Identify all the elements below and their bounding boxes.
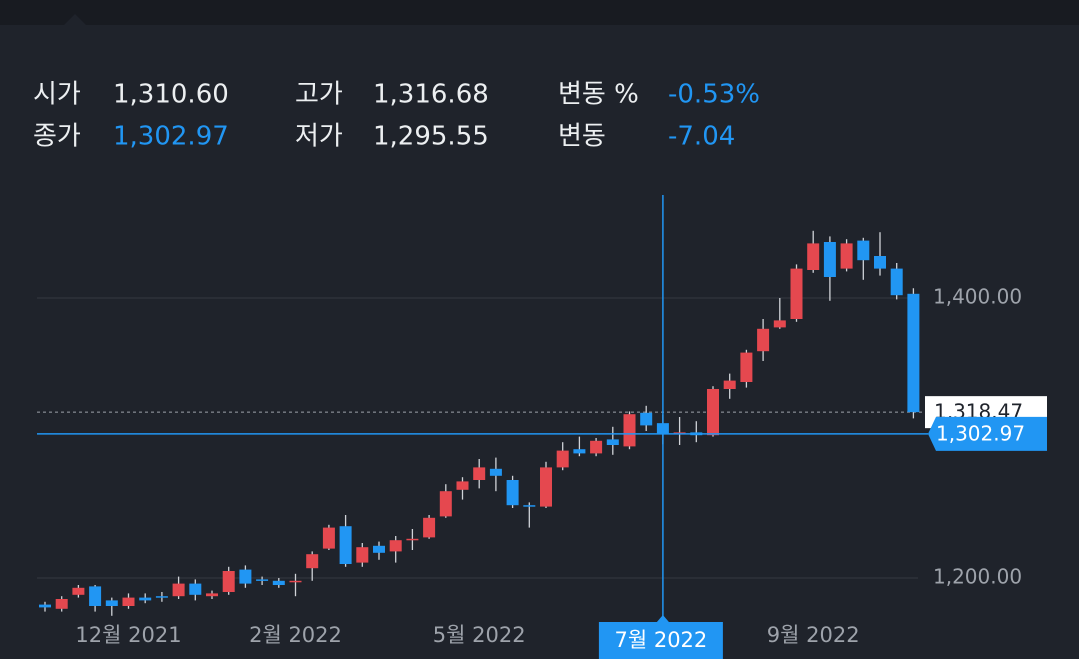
candle-body [640,412,653,426]
top-bar [0,0,1079,25]
candle-body [105,600,118,606]
x-tick-label: 9월 2022 [767,623,860,647]
candle-body [356,547,369,563]
candle-body [907,293,920,413]
candle-body [623,414,636,447]
candle-body [606,439,619,445]
candle-body [322,527,335,549]
candle-body [506,480,519,506]
info-value: -7.04 [668,122,735,152]
candle-body [339,526,352,564]
candle-body [823,242,836,277]
candle-body [556,450,569,468]
x-tick-label: 2월 2022 [249,623,342,647]
info-label: 저가 [295,122,343,152]
candle-body [740,352,753,382]
crosshair-date-label: 7월 2022 [614,628,707,652]
info-label: 변동 [558,122,606,152]
candle-body [122,597,135,606]
candle-body [72,587,85,595]
candle-body [807,243,820,270]
candle-body [857,240,870,261]
candle-body [757,328,770,352]
info-label: 종가 [33,122,81,152]
x-tick-label: 5월 2022 [433,623,526,647]
candle-body [222,571,235,592]
y-tick-label: 1,400.00 [933,285,1022,309]
candle-body [439,491,452,517]
candle-body [874,256,886,269]
candle-body [172,583,185,597]
info-value: 1,302.97 [113,122,229,152]
crosshair-price-tag [928,416,1047,451]
candle-body [456,481,469,490]
candle-body [239,569,252,584]
x-tick-label: 12월 2021 [75,623,181,647]
info-value: -0.53% [668,80,760,110]
candle-body [773,320,786,328]
candle-body [272,580,285,585]
candle-body [206,593,218,597]
candle-body [39,604,51,608]
candle-body [790,268,803,319]
candle-body [890,268,903,296]
candle-body [523,505,536,507]
candle-body [155,596,168,598]
candle-body [256,579,269,581]
candle-body [707,389,719,436]
candle-body [489,468,502,476]
candle-body [89,586,102,606]
candle-body [306,554,319,569]
candle-body [389,540,402,552]
info-label: 시가 [33,80,81,110]
candle-body [573,449,586,454]
candle-body [406,538,419,541]
candle-body [590,440,603,454]
candle-body [540,467,552,507]
crosshair-price-label: 1,302.97 [936,421,1025,445]
candle-body [373,545,385,553]
info-value: 1,295.55 [373,122,489,152]
notch [64,14,86,25]
y-tick-label: 1,200.00 [933,565,1022,589]
candle-body [189,583,202,595]
info-value: 1,316.68 [373,80,489,110]
candle-body [473,467,486,480]
candle-body [55,599,68,609]
candle-body [289,580,302,583]
candle-body [840,243,853,269]
info-label: 변동 % [558,80,639,110]
candle-body [139,597,152,601]
candle-body [723,380,736,389]
crosshair-date-tag [598,615,723,659]
info-value: 1,310.60 [113,80,229,110]
candle-body [423,517,436,538]
info-label: 고가 [295,80,343,110]
